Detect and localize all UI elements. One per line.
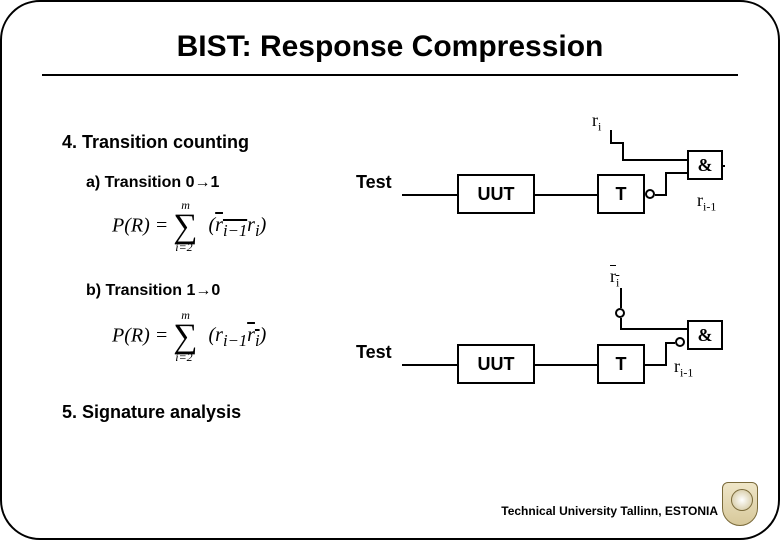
section-4a: a) Transition 0→1 [86,174,219,192]
t-block-b: T [597,344,645,384]
t-block-a: T [597,174,645,214]
formula-b-lhs: P(R) = [112,325,168,347]
footer-text: Technical University Tallinn, ESTONIA [501,504,718,518]
slide-title: BIST: Response Compression [42,30,738,64]
university-logo-icon [722,482,758,526]
title-divider [42,74,738,76]
wire [620,328,687,330]
section-4b: b) Transition 1→0 [86,282,220,300]
arrow-icon: → [194,174,210,191]
wire [665,172,687,174]
wire [535,364,597,366]
label-ri-a: ri [592,110,601,135]
wire [665,342,675,344]
test-label-b: Test [356,342,392,363]
test-label-a: Test [356,172,392,193]
sigma-icon: ∑ m i=2 [173,208,197,246]
wire [665,172,667,196]
sigma-icon: ∑ m i=2 [173,318,197,356]
formula-a: P(R) = ∑ m i=2 (ri−1ri) [112,208,266,246]
section-4: 4. Transition counting [62,132,249,153]
and-gate-a: & [687,150,723,180]
uut-block-a: UUT [457,174,535,214]
wire [402,364,457,366]
wire [655,194,665,196]
inversion-bubble [675,337,685,347]
wire [620,288,622,308]
wire [645,364,665,366]
label-ri1-b: ri-1 [674,356,693,381]
section-5: 5. Signature analysis [62,402,241,423]
section-4a-prefix: a) Transition 0 [86,174,194,191]
formula-a-body: (ri−1ri) [209,214,267,241]
uut-block-b: UUT [457,344,535,384]
section-4a-suffix: 1 [210,174,219,191]
label-ri-bar: ri [610,266,619,291]
inversion-bubble [615,308,625,318]
content-area: 4. Transition counting a) Transition 0→1… [62,112,718,478]
wire [610,130,612,142]
wire [535,194,597,196]
wire [402,194,457,196]
formula-b-body: (ri−1ri) [209,324,267,351]
and-gate-b: & [687,320,723,350]
inversion-bubble [645,189,655,199]
label-ri1-a: ri-1 [697,190,716,215]
formula-b: P(R) = ∑ m i=2 (ri−1ri) [112,318,266,356]
section-4b-suffix: 0 [211,282,220,299]
wire [665,342,667,366]
wire [622,142,624,159]
arrow-icon: → [195,282,211,299]
section-4b-prefix: b) Transition 1 [86,282,195,299]
wire [622,159,687,161]
slide-frame: BIST: Response Compression 4. Transition… [0,0,780,540]
formula-a-lhs: P(R) = [112,215,168,237]
wire [723,165,725,167]
